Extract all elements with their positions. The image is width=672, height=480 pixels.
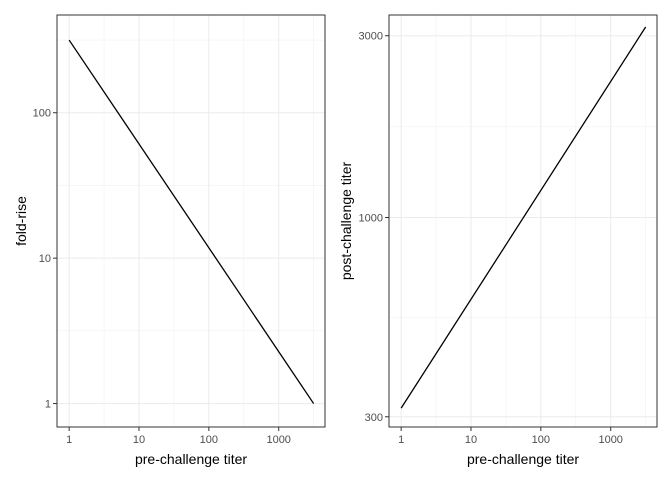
y-tick-label: 1000: [359, 213, 383, 225]
series-line: [400, 26, 647, 409]
grid-lines: [389, 15, 657, 427]
axis-ticks: [385, 35, 612, 431]
series-lines: [400, 26, 647, 409]
axis-ticks: [53, 112, 280, 431]
series-line: [68, 39, 315, 404]
y-tick-label: 100: [33, 108, 51, 120]
y-axis-title: post-challenge titer: [338, 162, 354, 281]
plot-border: [388, 14, 658, 428]
fold-rise-panel: 1 10 100 1000 1 10 100 pre-challenge titer fol…: [13, 14, 326, 467]
grid-lines: [57, 15, 325, 427]
x-tick-label: 100: [532, 434, 550, 446]
y-tick-label: 3000: [359, 31, 383, 43]
y-axis-title: fold-rise: [13, 196, 29, 246]
x-tick-label: 1: [66, 434, 72, 446]
axis-tick-labels: 1 10 100 1000 300 1000 3000: [359, 31, 623, 446]
x-tick-label: 10: [465, 434, 477, 446]
x-axis-title: pre-challenge titer: [135, 451, 247, 467]
x-tick-label: 1000: [598, 434, 622, 446]
post-challenge-panel: 1 10 100 1000 300 1000 3000 pre-challenge tite…: [338, 14, 658, 467]
x-tick-label: 10: [133, 434, 145, 446]
x-tick-label: 1000: [266, 434, 290, 446]
x-tick-label: 100: [200, 434, 218, 446]
plot-border: [56, 14, 326, 428]
series-lines: [68, 39, 315, 404]
x-tick-label: 1: [398, 434, 404, 446]
axis-tick-labels: 1 10 100 1000 1 10 100: [33, 108, 291, 446]
y-tick-label: 1: [45, 399, 51, 411]
y-tick-label: 300: [365, 412, 383, 424]
y-tick-label: 10: [39, 253, 51, 265]
x-axis-title: pre-challenge titer: [467, 451, 579, 467]
